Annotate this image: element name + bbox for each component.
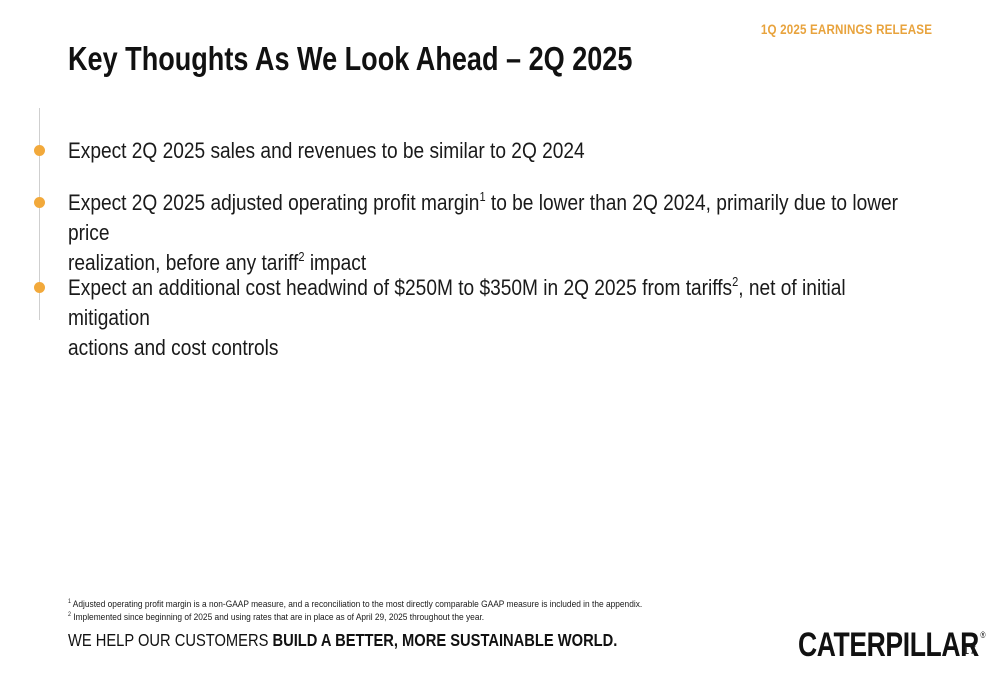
bullet-text: actions and cost controls [68,335,279,360]
footnote-text: Adjusted operating profit margin is a no… [70,599,643,610]
footnotes: 1 Adjusted operating profit margin is a … [68,598,642,624]
page-number: 17 [962,643,976,657]
bullet-marker [34,282,45,293]
caterpillar-logo: CATERPILLAR ® [798,626,986,664]
bullet-item-2: Expect 2Q 2025 adjusted operating profit… [68,188,918,278]
bullet-item-3: Expect an additional cost headwind of $2… [68,273,918,363]
bullet-item-1: Expect 2Q 2025 sales and revenues to be … [68,136,918,166]
footer-tagline: WE HELP OUR CUSTOMERS BUILD A BETTER, MO… [68,630,617,651]
tagline-regular: WE HELP OUR CUSTOMERS [68,630,273,650]
footnote-number: 1 [68,598,71,605]
bullet-marker [34,145,45,156]
tagline-bold: BUILD A BETTER, MORE SUSTAINABLE WORLD. [272,630,618,650]
bullet-rail [39,108,40,320]
logo-text: CATERPILLAR [798,626,979,664]
release-tag: 1Q 2025 EARNINGS RELEASE [760,22,932,37]
footnote-1: 1 Adjusted operating profit margin is a … [68,598,642,611]
footnote-ref: 1 [479,188,486,204]
page-title: Key Thoughts As We Look Ahead – 2Q 2025 [68,40,633,77]
footnote-ref: 2 [732,273,739,289]
footnote-number: 2 [68,611,71,618]
bullet-marker [34,197,45,208]
bullet-text: , net of initial mitigation [68,275,846,330]
bullet-text: Expect 2Q 2025 adjusted operating profit… [68,190,480,215]
bullet-text: to be lower than 2Q 2024, primarily due … [68,190,899,245]
registered-mark: ® [980,630,986,640]
footnote-text: Implemented since beginning of 2025 and … [70,612,485,623]
footnote-2: 2 Implemented since beginning of 2025 an… [68,611,642,624]
bullet-text: realization, before any tariff [68,250,299,275]
footnote-ref: 2 [298,248,305,264]
bullet-text: impact [304,250,367,275]
bullet-text: Expect an additional cost headwind of $2… [68,275,733,300]
bullet-text: Expect 2Q 2025 sales and revenues to be … [68,138,585,163]
